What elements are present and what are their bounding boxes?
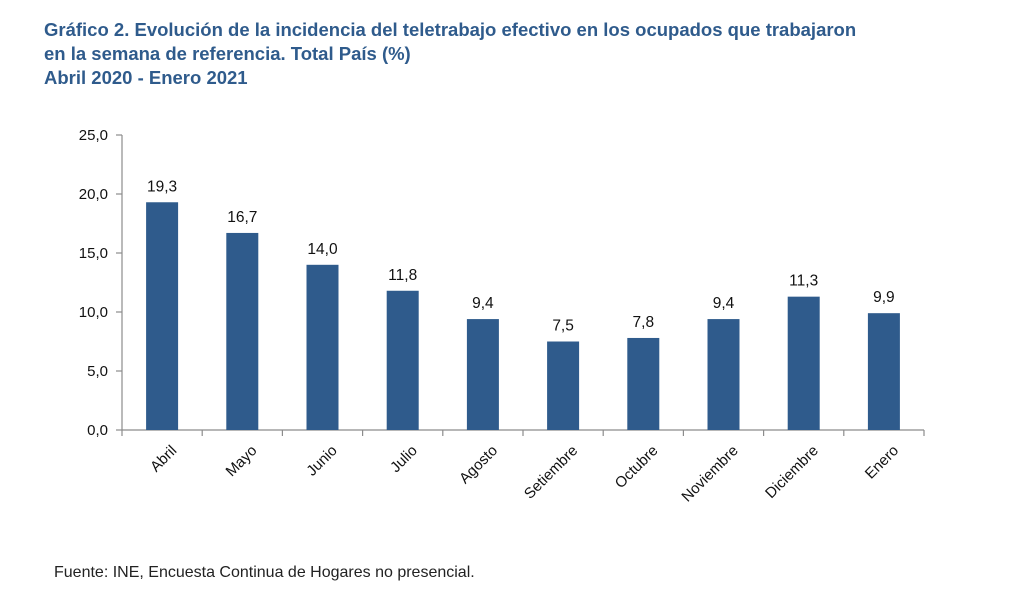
category-label: Octubre: [612, 442, 662, 492]
data-label: 16,7: [227, 209, 257, 226]
data-label: 11,8: [388, 267, 417, 284]
y-tick-label: 0,0: [87, 422, 108, 439]
category-label: Enero: [862, 442, 902, 482]
data-label: 7,5: [552, 318, 574, 335]
title-line-2: en la semana de referencia. Total País (…: [44, 43, 411, 64]
data-label: 14,0: [307, 241, 338, 258]
bar: [146, 202, 179, 430]
category-label: Noviembre: [678, 442, 741, 505]
data-label: 9,4: [472, 295, 494, 312]
bar: [627, 337, 660, 430]
title-line-1: Gráfico 2. Evolución de la incidencia de…: [44, 19, 857, 40]
bar: [226, 232, 259, 430]
y-tick-label: 25,0: [79, 127, 108, 144]
bar: [867, 313, 900, 430]
chart-title: Gráfico 2. Evolución de la incidencia de…: [44, 18, 1004, 90]
bar: [547, 341, 580, 430]
category-label: Abril: [147, 442, 180, 475]
category-label: Agosto: [456, 442, 501, 487]
y-tick-label: 15,0: [79, 245, 108, 262]
bar: [707, 319, 740, 430]
data-label: 7,8: [633, 314, 655, 331]
data-label: 9,4: [713, 295, 735, 312]
bar: [386, 290, 419, 430]
category-label: Mayo: [223, 442, 261, 480]
data-label: 9,9: [873, 289, 895, 306]
data-label: 11,3: [789, 273, 818, 290]
y-tick-label: 10,0: [79, 304, 108, 321]
source-note: Fuente: INE, Encuesta Continua de Hogare…: [54, 564, 475, 581]
y-tick-label: 5,0: [87, 363, 108, 380]
bar: [466, 319, 499, 430]
title-line-3: Abril 2020 - Enero 2021: [44, 67, 248, 88]
category-label: Junio: [303, 442, 340, 479]
category-label: Diciembre: [762, 442, 822, 502]
bar: [787, 296, 820, 430]
category-label: Julio: [387, 442, 421, 476]
category-label: Setiembre: [521, 442, 581, 502]
data-label: 19,3: [147, 178, 177, 195]
y-tick-label: 20,0: [79, 186, 108, 203]
bar: [306, 264, 339, 430]
